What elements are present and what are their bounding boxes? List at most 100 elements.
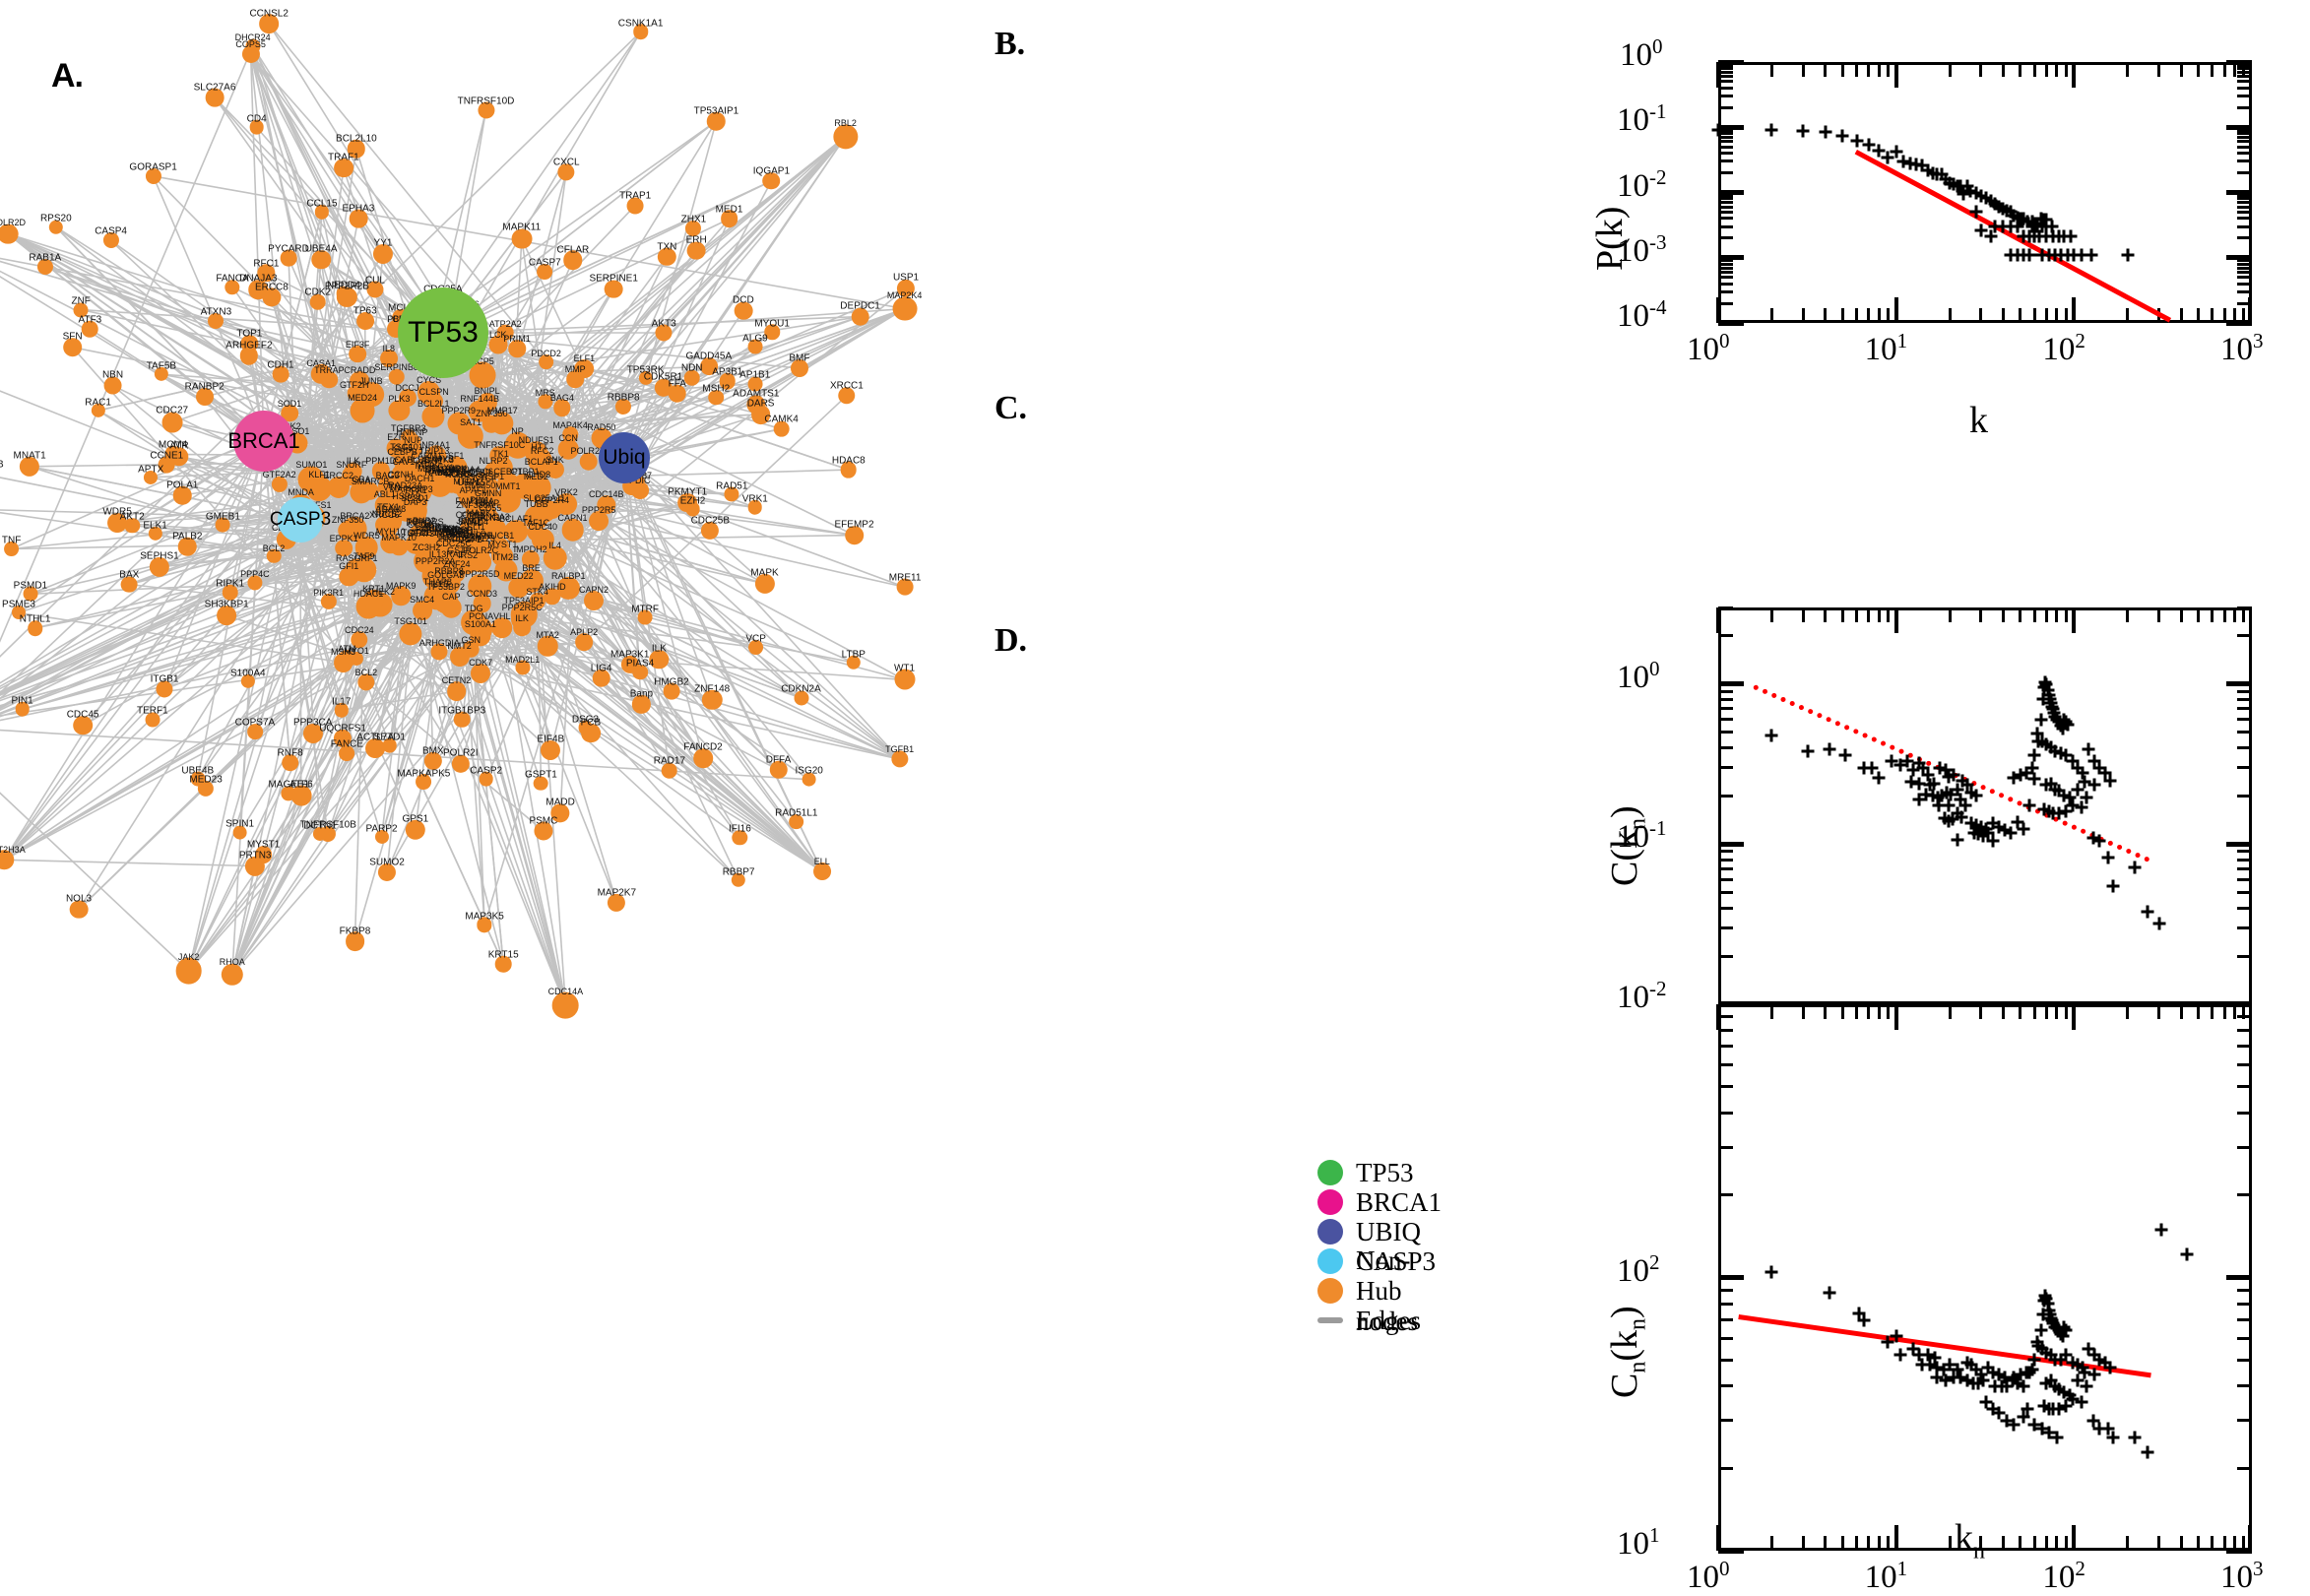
network-hub-tp53[interactable]: TP53 [398, 287, 488, 378]
network-node[interactable] [791, 359, 808, 377]
network-node[interactable] [693, 748, 713, 768]
network-node[interactable] [196, 388, 214, 406]
network-node[interactable] [281, 250, 297, 267]
network-node[interactable] [534, 776, 548, 791]
network-node[interactable] [380, 350, 398, 367]
network-node[interactable] [747, 340, 762, 354]
network-node[interactable] [232, 825, 247, 840]
network-node[interactable] [789, 814, 804, 830]
network-node[interactable] [663, 683, 679, 700]
network-node[interactable] [173, 486, 192, 505]
network-node[interactable] [471, 474, 488, 491]
network-node[interactable] [70, 900, 89, 919]
network-node[interactable] [490, 446, 510, 466]
network-node[interactable] [813, 862, 831, 880]
network-node[interactable] [161, 412, 182, 432]
network-node[interactable] [802, 772, 816, 787]
network-node[interactable] [416, 774, 431, 790]
network-hub-brca1[interactable]: BRCA1 [233, 411, 294, 472]
network-node[interactable] [334, 159, 353, 178]
network-node[interactable] [328, 477, 350, 498]
network-node[interactable] [63, 338, 83, 357]
network-node[interactable] [121, 576, 138, 593]
network-node[interactable] [430, 474, 452, 495]
network-node[interactable] [488, 336, 507, 354]
network-node[interactable] [447, 681, 467, 701]
network-node[interactable] [208, 313, 224, 329]
network-node[interactable] [537, 264, 552, 280]
network-node[interactable] [633, 25, 649, 40]
network-node[interactable] [720, 373, 737, 390]
network-node[interactable] [563, 251, 583, 271]
network-node[interactable] [351, 371, 370, 391]
network-node[interactable] [405, 534, 425, 554]
network-node[interactable] [461, 609, 486, 635]
network-hub-casp3[interactable]: CASP3 [278, 497, 323, 543]
network-node[interactable] [217, 606, 236, 625]
network-node[interactable] [495, 956, 512, 973]
network-node[interactable] [425, 393, 443, 411]
network-node[interactable] [282, 754, 299, 772]
network-node[interactable] [442, 544, 465, 567]
network-node[interactable] [794, 690, 808, 705]
network-node[interactable] [494, 558, 517, 581]
network-node[interactable] [249, 120, 264, 135]
network-node[interactable] [450, 647, 470, 667]
network-node[interactable] [391, 587, 411, 606]
network-node[interactable] [222, 585, 238, 602]
network-node[interactable] [531, 452, 553, 475]
network-node[interactable] [23, 587, 37, 602]
network-node[interactable] [348, 140, 366, 159]
network-node[interactable] [178, 538, 197, 556]
network-node[interactable] [845, 526, 865, 545]
network-node[interactable] [344, 462, 362, 480]
network-node[interactable] [145, 712, 160, 727]
network-node[interactable] [707, 112, 726, 131]
network-node[interactable] [311, 250, 331, 270]
network-node[interactable] [438, 572, 461, 595]
network-node[interactable] [894, 670, 915, 690]
network-node[interactable] [351, 631, 368, 649]
network-node[interactable] [216, 517, 230, 532]
network-node[interactable] [159, 457, 175, 474]
network-node[interactable] [482, 415, 501, 433]
network-node[interactable] [175, 958, 202, 985]
network-node[interactable] [28, 620, 43, 636]
network-node[interactable] [769, 761, 788, 780]
network-node[interactable] [273, 366, 289, 383]
network-node[interactable] [206, 89, 225, 107]
network-node[interactable] [581, 724, 601, 743]
network-node[interactable] [335, 540, 353, 557]
network-node[interactable] [511, 608, 533, 630]
network-node[interactable] [350, 210, 368, 228]
network-node[interactable] [773, 420, 790, 437]
network-node[interactable] [388, 368, 405, 385]
network-node[interactable] [267, 549, 282, 564]
network-node[interactable] [356, 312, 374, 330]
network-node[interactable] [190, 772, 205, 787]
network-node[interactable] [709, 390, 725, 406]
network-node[interactable] [491, 617, 513, 639]
network-hub-ubiq[interactable]: Ubiq [599, 432, 650, 483]
network-node[interactable] [365, 738, 385, 758]
network-node[interactable] [259, 15, 279, 34]
network-node[interactable] [683, 369, 700, 386]
network-node[interactable] [562, 426, 578, 442]
network-node[interactable] [538, 636, 558, 657]
network-node[interactable] [669, 385, 687, 404]
network-node[interactable] [15, 702, 30, 717]
network-node[interactable] [107, 513, 127, 533]
network-node[interactable] [561, 519, 584, 542]
network-node[interactable] [851, 307, 869, 326]
network-node[interactable] [552, 992, 579, 1019]
network-node[interactable] [721, 211, 738, 228]
network-node[interactable] [662, 762, 678, 779]
network-node[interactable] [764, 325, 780, 341]
network-node[interactable] [605, 280, 623, 298]
network-node[interactable] [454, 712, 471, 729]
network-node[interactable] [592, 670, 610, 688]
network-node[interactable] [349, 346, 366, 363]
network-node[interactable] [73, 716, 93, 735]
network-node[interactable] [838, 387, 856, 405]
network-node[interactable] [103, 376, 122, 395]
